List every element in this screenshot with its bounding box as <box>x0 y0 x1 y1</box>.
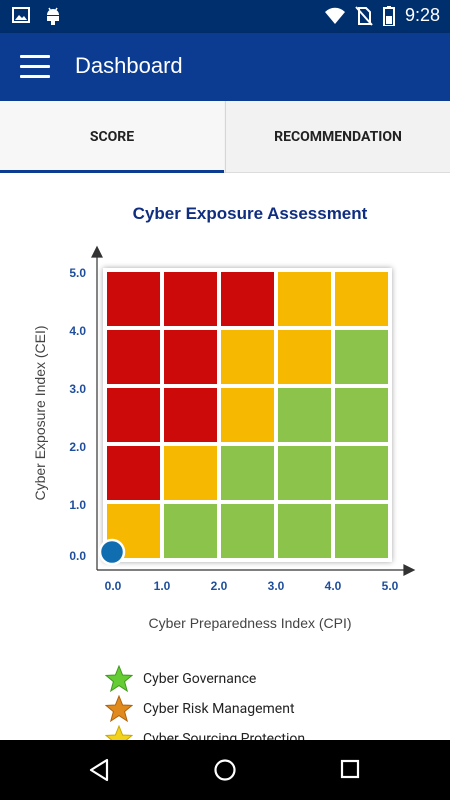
y-tick-label: 1.0 <box>69 498 86 512</box>
x-tick-label: 3.0 <box>268 579 285 593</box>
heatmap-cell-green <box>221 446 274 500</box>
y-tick-label: 2.0 <box>69 440 86 454</box>
tab-recommendation[interactable]: RECOMMENDATION <box>225 101 450 173</box>
android-icon <box>47 7 59 25</box>
legend-item-risk-management: Cyber Risk Management <box>105 694 305 724</box>
heatmap-cell-green <box>278 504 331 558</box>
wifi-icon <box>324 7 345 24</box>
home-icon[interactable] <box>213 758 237 782</box>
heatmap-cell-yellow <box>278 272 331 326</box>
chart-title: Cyber Exposure Assessment <box>132 204 368 223</box>
no-sim-icon <box>355 5 373 26</box>
status-bar: 9:28 <box>0 0 450 33</box>
heatmap-cell-red <box>164 272 217 326</box>
cyber-exposure-chart: 0.0 1.0 2.0 3.0 4.0 5.0 0.0 1.0 2.0 3.0 4.0 5.0 Cyb… <box>32 245 416 631</box>
y-tick-label: 5.0 <box>69 266 86 280</box>
heatmap-cell-red <box>107 272 160 326</box>
y-axis-label: Cyber Exposure Index (CEI) <box>32 325 48 500</box>
legend-label: Cyber Risk Management <box>143 701 295 717</box>
battery-icon <box>382 5 395 26</box>
x-tick-label: 2.0 <box>211 579 228 593</box>
x-tick-label: 4.0 <box>325 579 342 593</box>
x-tick-label: 0.0 <box>105 579 122 593</box>
recents-icon[interactable] <box>340 759 360 779</box>
y-tick-label: 4.0 <box>69 324 86 338</box>
heatmap-cell-red <box>164 388 217 442</box>
heatmap-cell-red <box>107 330 160 384</box>
heatmap-cell-red <box>107 446 160 500</box>
y-tick-label: 0.0 <box>69 549 86 563</box>
y-axis-arrow <box>91 245 103 258</box>
heatmap-cell-green <box>335 388 388 442</box>
x-axis-label: Cyber Preparedness Index (CPI) <box>148 615 351 631</box>
heatmap-cell-green <box>335 446 388 500</box>
status-time: 9:28 <box>404 5 440 25</box>
heatmap-cell-yellow <box>335 272 388 326</box>
hamburger-menu-icon[interactable] <box>20 55 50 79</box>
tab-score[interactable]: SCORE <box>0 101 224 173</box>
heatmap-cell-green <box>278 446 331 500</box>
heatmap-cell-green <box>164 504 217 558</box>
heatmap-cell-green <box>335 504 388 558</box>
heatmap-cell-yellow <box>221 330 274 384</box>
tab-bar: SCORE RECOMMENDATION <box>0 101 450 173</box>
heatmap-cell-red <box>107 388 160 442</box>
app-bar: Dashboard <box>0 33 450 101</box>
x-tick-label: 1.0 <box>154 579 171 593</box>
heatmap-cell-green <box>335 330 388 384</box>
heatmap-cell-yellow <box>221 388 274 442</box>
image-icon <box>12 7 30 23</box>
legend-item-governance: Cyber Governance <box>105 664 305 694</box>
heatmap-cell-yellow <box>164 446 217 500</box>
heatmap-cell-green <box>278 388 331 442</box>
x-tick-label: 5.0 <box>382 579 399 593</box>
app-title: Dashboard <box>75 53 183 78</box>
nav-bar <box>0 740 450 800</box>
heatmap-cell-yellow <box>278 330 331 384</box>
heatmap-cell-red <box>221 272 274 326</box>
heatmap-cell-green <box>221 504 274 558</box>
heatmap-cell-red <box>164 330 217 384</box>
legend-label: Cyber Governance <box>143 671 257 687</box>
score-marker[interactable] <box>98 538 126 566</box>
y-tick-label: 3.0 <box>69 382 86 396</box>
orange-star-icon <box>105 695 133 723</box>
green-star-icon <box>105 665 133 693</box>
back-icon[interactable] <box>88 758 110 782</box>
x-axis-arrow <box>403 564 416 576</box>
